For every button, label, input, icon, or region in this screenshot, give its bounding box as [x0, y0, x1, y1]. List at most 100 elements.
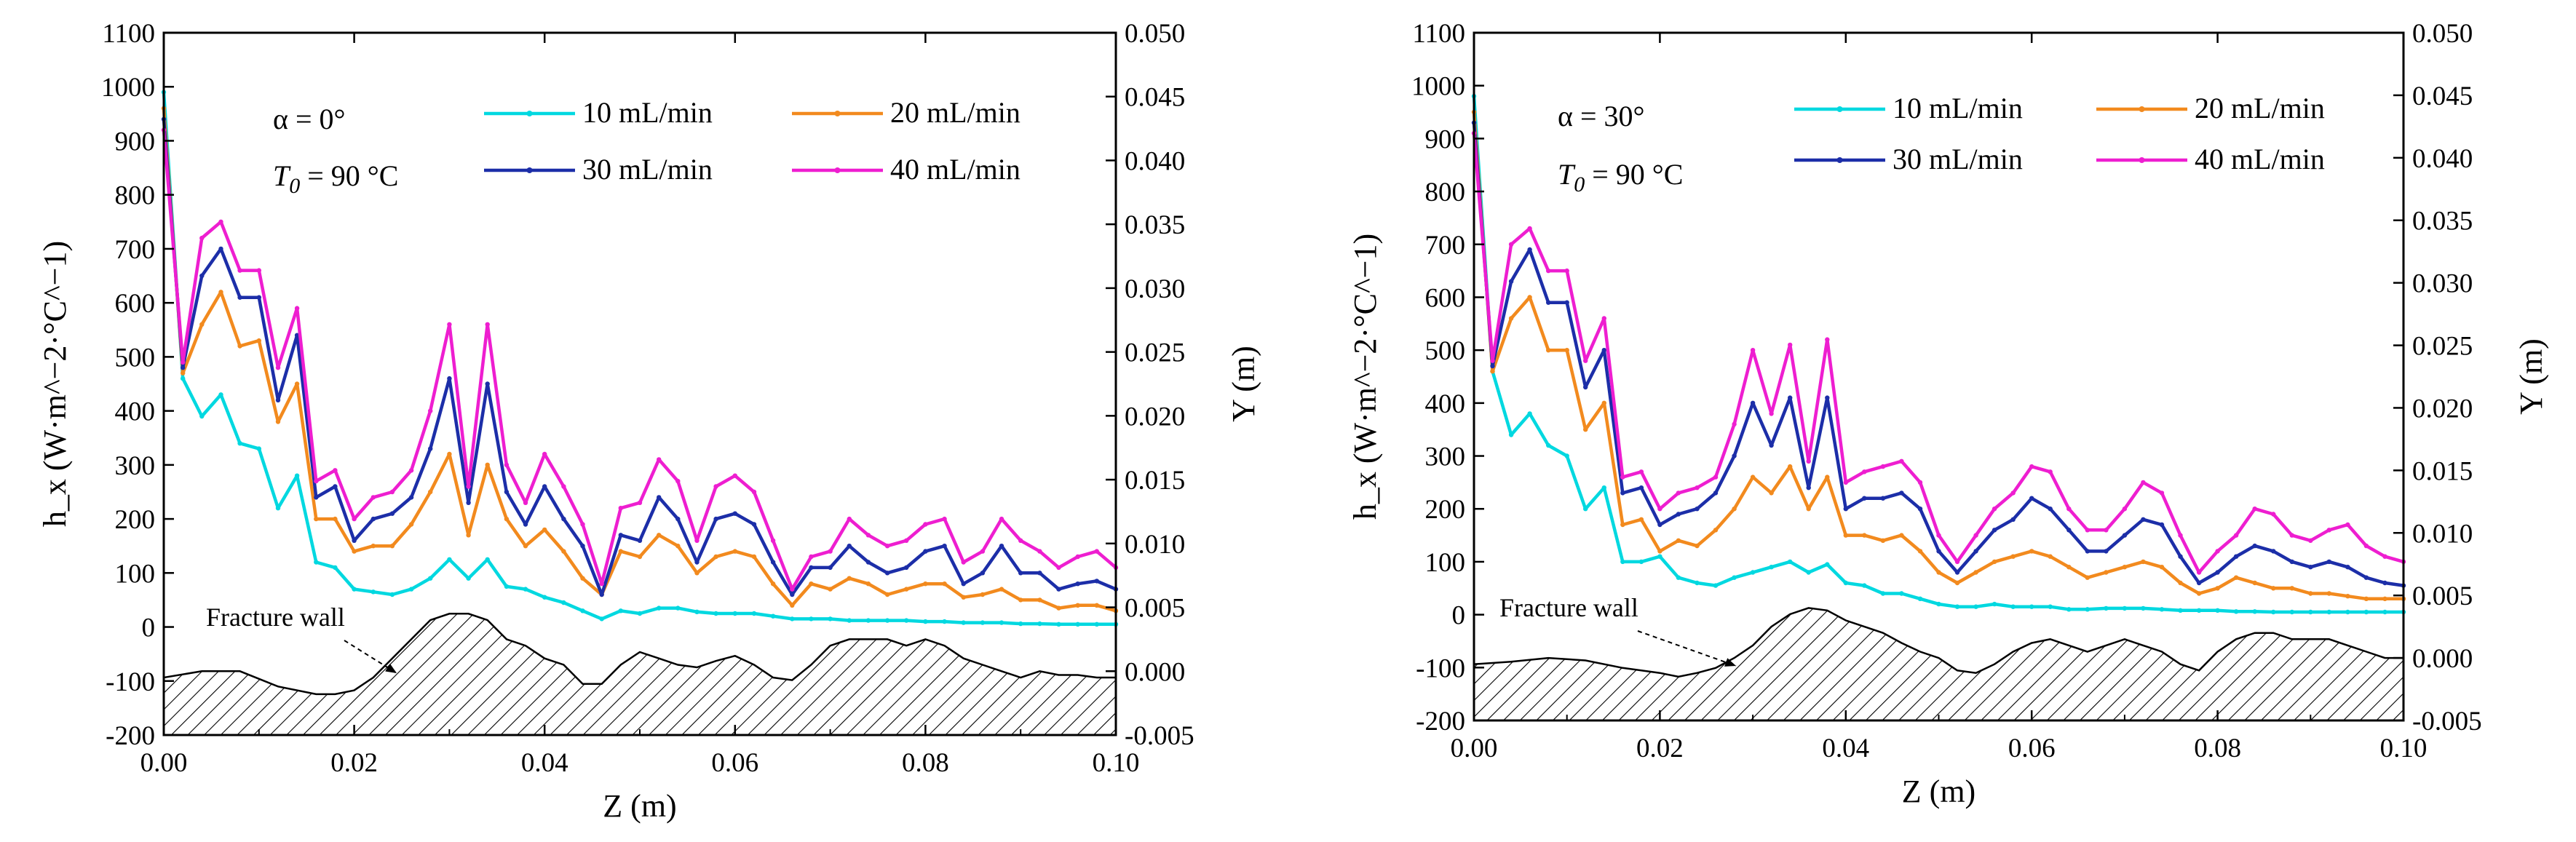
y-tick-label: 100: [115, 559, 156, 589]
data-point: [523, 522, 528, 527]
data-point: [389, 544, 395, 549]
data-point: [199, 235, 205, 241]
data-point: [1657, 507, 1662, 512]
data-point: [865, 560, 871, 565]
data-point: [713, 611, 718, 616]
fracture-wall-label: Fracture wall: [1499, 593, 1638, 622]
y2-tick-label: 0.050: [2412, 19, 2473, 49]
legend-marker: [834, 111, 841, 116]
y2-tick-label: 0.005: [2412, 581, 2473, 611]
arrowhead-icon: [385, 663, 397, 673]
data-point: [1094, 621, 1100, 627]
data-point: [2085, 575, 2090, 580]
legend-marker: [2139, 157, 2145, 163]
data-point: [466, 576, 471, 581]
data-point: [1899, 458, 1904, 464]
data-point: [199, 322, 205, 327]
data-point: [1564, 300, 1569, 305]
data-point: [942, 581, 947, 587]
data-point: [2215, 570, 2220, 575]
data-point: [713, 484, 718, 489]
y2-tick-label: 0.010: [2412, 519, 2473, 549]
y2-tick-label: 0.030: [1125, 274, 1185, 304]
data-point: [2141, 480, 2146, 485]
data-point: [1583, 507, 1588, 512]
series-markers-1: [1471, 94, 2406, 615]
y2-tick-label: 0.040: [2412, 144, 2473, 174]
y-tick-label: 1000: [1411, 72, 1465, 102]
data-point: [1601, 400, 1606, 405]
data-point: [1936, 601, 1941, 607]
data-point: [1527, 295, 1532, 300]
data-point: [1564, 268, 1569, 274]
x-tick-label: 0.00: [140, 748, 188, 778]
data-point: [1954, 580, 1960, 586]
y2-axis-label: Y (m): [2513, 338, 2549, 415]
data-point: [2326, 559, 2331, 565]
data-point: [580, 608, 585, 613]
y-tick-label: 600: [1425, 283, 1466, 313]
data-point: [1037, 597, 1042, 603]
data-point: [923, 549, 928, 554]
data-point: [1880, 496, 1886, 501]
x-axis-label: Z (m): [1902, 774, 1975, 809]
data-point: [256, 338, 261, 343]
data-point: [2345, 565, 2350, 570]
data-point: [923, 581, 928, 587]
data-point: [2159, 565, 2165, 570]
data-point: [1018, 621, 1023, 627]
data-point: [2215, 586, 2220, 591]
y-tick-label: 700: [115, 235, 156, 265]
data-point: [2122, 533, 2128, 538]
legend-item-2: 20 mL/min: [2096, 92, 2325, 124]
data-point: [1676, 512, 1681, 517]
series-markers-3: [1471, 120, 2406, 588]
data-point: [275, 419, 281, 424]
data-point: [2159, 607, 2165, 612]
data-point: [1657, 549, 1662, 554]
data-point: [1620, 490, 1625, 496]
data-point: [1769, 565, 1774, 570]
y2-tick-label: 0.015: [1125, 466, 1185, 496]
data-point: [389, 489, 395, 495]
data-point: [2233, 533, 2239, 538]
data-point: [1917, 596, 1923, 601]
data-point: [256, 268, 261, 273]
data-point: [1936, 570, 1941, 575]
data-point: [1843, 533, 1848, 538]
data-point: [256, 446, 261, 451]
data-point: [961, 560, 966, 565]
data-point: [1806, 507, 1811, 512]
y2-tick-label: 0.000: [1125, 657, 1185, 687]
data-point: [1992, 559, 1997, 565]
data-point: [1676, 538, 1681, 543]
y2-axis-label: Y (m): [1226, 346, 1261, 422]
data-point: [2010, 490, 2016, 496]
data-point: [1843, 580, 1848, 586]
data-point: [942, 544, 947, 549]
data-point: [2345, 594, 2350, 599]
data-point: [2215, 549, 2220, 554]
data-point: [751, 554, 757, 560]
data-point: [1620, 559, 1625, 565]
legend-label: 20 mL/min: [890, 96, 1021, 129]
series-markers-4: [1471, 130, 2406, 575]
y2-tick-label: 0.000: [2412, 644, 2473, 674]
data-point: [352, 538, 357, 543]
data-point: [809, 581, 814, 587]
data-point: [2178, 608, 2183, 613]
data-point: [618, 533, 623, 538]
data-point: [2066, 565, 2072, 570]
data-point: [2122, 507, 2128, 512]
data-point: [561, 484, 566, 489]
data-point: [961, 581, 966, 587]
data-point: [1094, 579, 1100, 584]
data-point: [561, 516, 566, 522]
y-tick-label: 800: [1425, 178, 1466, 207]
data-point: [275, 365, 281, 370]
data-point: [1508, 316, 1514, 321]
y-tick-label: 1000: [101, 73, 155, 103]
data-point: [2010, 517, 2016, 522]
data-point: [1769, 411, 1774, 416]
data-point: [1862, 469, 1867, 474]
